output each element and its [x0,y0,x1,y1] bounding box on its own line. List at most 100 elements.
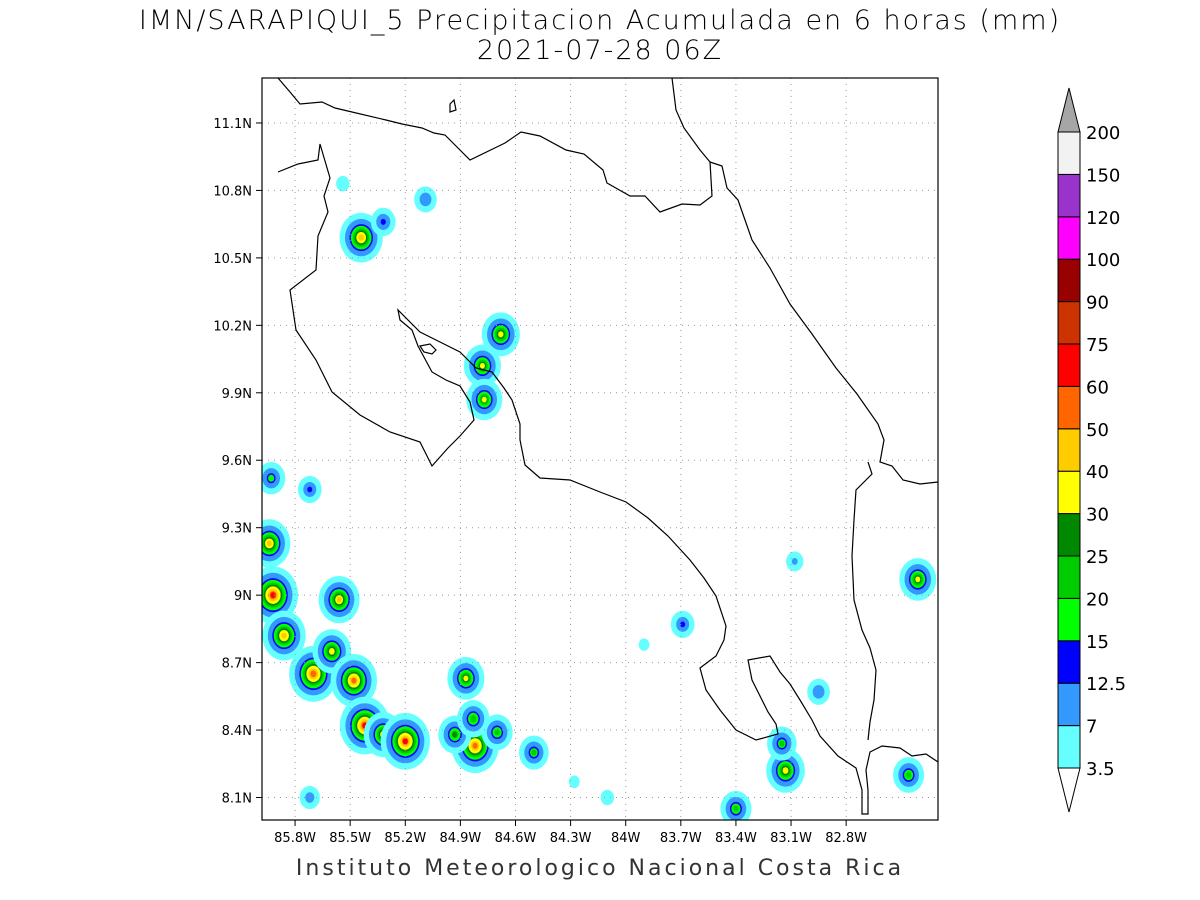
contour-band [268,474,275,482]
colorbar-label: 60 [1086,377,1109,398]
chart-subtitle: 2021-07-28 06Z [476,35,724,66]
contour-band [531,749,537,756]
rain-cell [519,735,549,770]
contour-band [336,175,350,192]
tick-lat-label: 9.3N [222,522,252,537]
rain-cell [638,638,650,651]
tick-lat-label: 11.1N [213,117,252,132]
colorbar-swatch [1057,725,1081,769]
colorbar-swatch [1057,682,1081,727]
colorbar-label: 20 [1086,589,1109,610]
contour-band [351,677,357,684]
colorbar-swatch [1057,173,1081,218]
colorbar-swatch [1057,597,1081,642]
rain-cell [262,610,306,661]
contour-band [463,675,469,682]
tick-lon-label: 85.8W [274,831,316,846]
colorbar-label: 15 [1086,632,1109,653]
contour-band [733,805,739,812]
colorbar-label: 150 [1086,165,1120,186]
contour-band [498,331,504,338]
colorbar-label: 40 [1086,462,1109,483]
colorbar-label: 12.5 [1086,674,1126,695]
colorbar-label: 100 [1086,250,1120,271]
tick-lon-label: 84.6W [495,831,537,846]
coastline-pacific [277,143,938,815]
rain-cell [481,312,520,357]
tick-lat-label: 9N [234,589,252,604]
tick-lon-label: 83.7W [660,831,702,846]
rain-cell [766,748,805,793]
rain-cell [380,712,430,770]
tick-lon-label: 85.2W [384,831,426,846]
colorbar-label: 120 [1086,208,1120,229]
credit-footer: Instituto Meteorologico Nacional Costa R… [295,856,905,881]
colorbar-swatch [1057,301,1081,345]
colorbar-swatch [1057,470,1081,515]
contour-band [472,742,478,749]
lake-island [419,343,437,355]
contour-band [812,685,825,699]
rain-cell [447,657,485,700]
tick-lon-label: 84.3W [550,831,592,846]
contour-band [479,362,485,369]
contour-band [266,540,272,547]
colorbar-label: 90 [1086,293,1109,314]
colorbar-swatch [1057,555,1081,599]
rain-cell [318,576,360,624]
contour-band [680,621,686,628]
contour-band [328,648,335,655]
colorbar-swatch [1057,216,1081,260]
contour-band [452,731,458,738]
contour-band [906,772,912,778]
coastline-main [277,78,938,485]
tick-lat-label: 8.1N [222,792,252,807]
contour-band [568,775,580,789]
rain-cell [262,462,286,495]
colorbar: 3.5 7 12.5 15 20 25 30 40 50 60 75 90 100 120 150 200 [1057,87,1126,813]
coastline-east [671,78,711,163]
rain-cell [330,653,377,708]
tick-lon-label: 83.4W [715,831,757,846]
colorbar-label: 50 [1086,420,1109,441]
rain-cell [299,785,320,810]
rain-cell [336,175,350,192]
contour-band [336,596,342,603]
rain-cell [370,207,396,237]
rain-cell [312,629,352,674]
colorbar-label: 7 [1086,717,1097,738]
colorbar-label: 25 [1086,547,1109,568]
rain-cell [600,789,615,806]
colorbar-swatch [1057,428,1081,472]
colorbar-under-triangle [1057,767,1081,813]
border-panama-south [851,555,877,741]
tick-lon-label: 83.1W [770,831,812,846]
rain-cell [720,790,752,820]
colorbar-label: 3.5 [1086,759,1115,780]
colorbar-label: 30 [1086,505,1109,526]
map-frame [261,77,939,821]
tick-lat-label: 8.4N [222,724,252,739]
rain-cell [262,519,291,568]
contour-band [307,486,313,493]
tick-lat-label: 10.5N [213,252,252,267]
contour-band [281,632,287,639]
contour-band [782,767,789,774]
rain-cell [457,700,490,738]
contour-band [494,729,500,736]
precipitation-field [262,175,937,820]
contour-band [358,234,364,241]
rain-cell [893,757,925,793]
tick-lon-label: 82.8W [825,831,867,846]
tick-lat-label: 10.8N [213,184,252,199]
colorbar-swatch [1057,343,1081,387]
tick-lat-label: 10.2N [213,319,252,334]
rain-cell [786,551,804,572]
contour-band [305,792,315,803]
tick-lon-label: 84.9W [439,831,481,846]
contour-band [638,638,650,651]
contour-band [470,715,477,723]
rain-cell [414,186,437,213]
tick-lat-label: 9.9N [222,387,252,402]
